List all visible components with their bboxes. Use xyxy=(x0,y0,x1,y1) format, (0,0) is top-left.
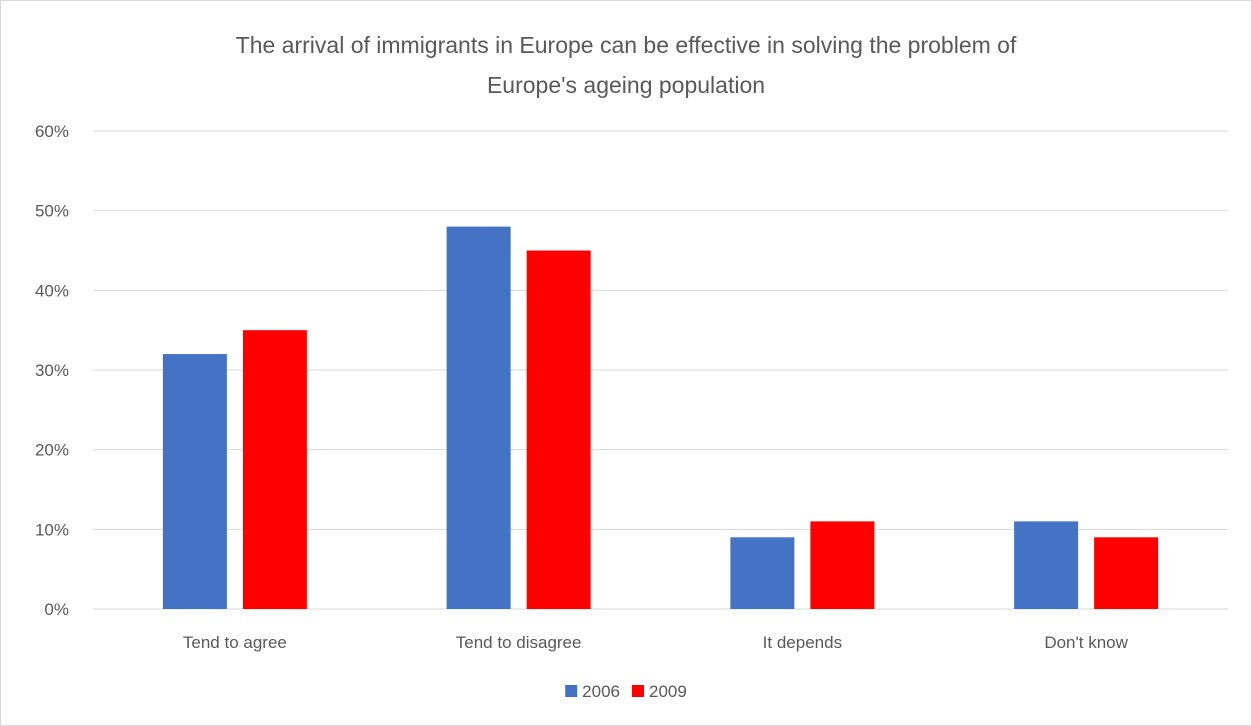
legend: 2006 2009 xyxy=(565,682,687,701)
x-axis-tick-labels: Tend to agree Tend to disagree It depends D… xyxy=(183,633,1129,652)
bar-2006-2 xyxy=(446,226,511,609)
y-tick-label: 20% xyxy=(35,441,69,460)
chart-title-line-1: The arrival of immigrants in Europe can … xyxy=(236,32,1017,58)
y-tick-label: 40% xyxy=(35,281,69,300)
bar-2009-3 xyxy=(810,521,875,609)
y-axis-tick-labels: 0% 10% 20% 30% 40% 50% 60% xyxy=(35,122,69,619)
x-tick-label: Don't know xyxy=(1044,633,1128,652)
bar-2009-4 xyxy=(1094,537,1159,609)
y-tick-label: 60% xyxy=(35,122,69,141)
legend-label-2009: 2009 xyxy=(649,682,687,701)
x-tick-label: It depends xyxy=(763,633,842,652)
legend-swatch-2009 xyxy=(632,685,644,697)
legend-label-2006: 2006 xyxy=(582,682,620,701)
bar-2009-1 xyxy=(242,330,307,609)
bar-2009-2 xyxy=(526,250,591,609)
chart-title-line-2: Europe's ageing population xyxy=(487,72,765,98)
legend-swatch-2006 xyxy=(565,685,578,697)
bars xyxy=(162,226,1159,609)
bar-2006-3 xyxy=(730,537,795,609)
y-tick-label: 0% xyxy=(44,600,69,619)
y-tick-label: 30% xyxy=(35,361,69,380)
x-tick-label: Tend to disagree xyxy=(456,633,582,652)
x-tick-label: Tend to agree xyxy=(183,633,287,652)
y-tick-label: 50% xyxy=(35,202,69,221)
bar-2006-4 xyxy=(1014,521,1079,609)
y-tick-label: 10% xyxy=(35,520,69,539)
chart-title: The arrival of immigrants in Europe can … xyxy=(236,32,1017,98)
bar-2006-1 xyxy=(162,354,227,609)
